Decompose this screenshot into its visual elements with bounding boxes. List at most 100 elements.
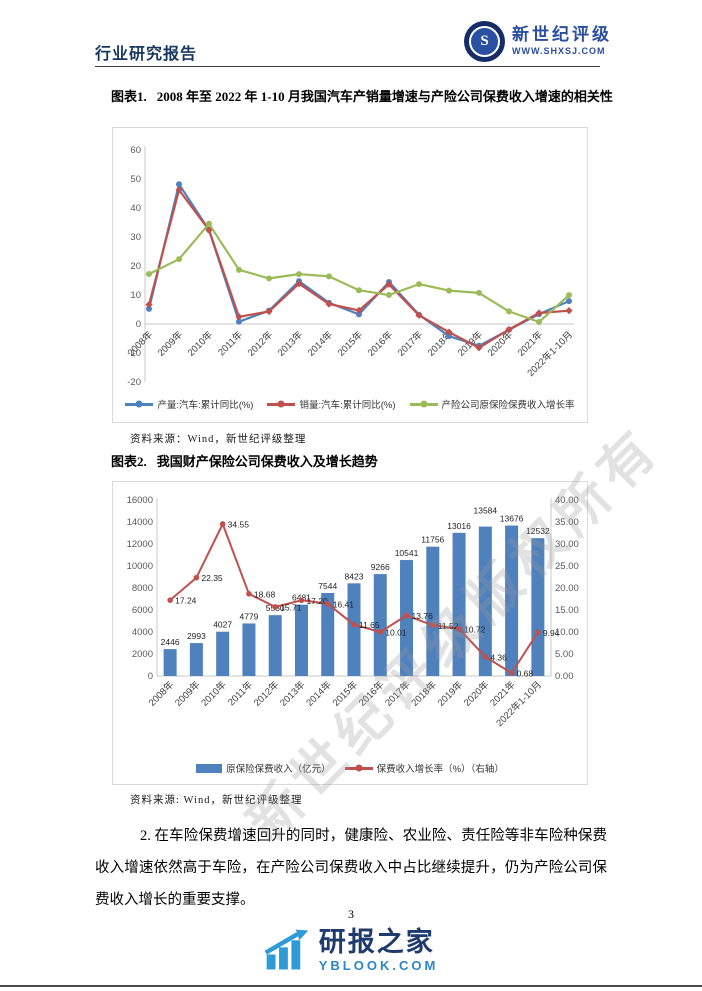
figure2-legend-item-1: 保费收入增长率（%）（右轴）	[344, 761, 504, 775]
svg-text:9.94: 9.94	[543, 628, 560, 638]
figure1-label: 图表1.	[111, 89, 147, 104]
svg-text:0: 0	[148, 671, 153, 682]
svg-text:12000: 12000	[127, 539, 153, 550]
svg-text:34.55: 34.55	[228, 519, 250, 529]
figure1-caption: 图表1. 2008 年至 2022 年 1-10 月我国汽车产销量增速与产险公司保…	[111, 86, 625, 109]
body-paragraph: 2. 在车险保费增速回升的同时，健康险、农业险、责任险等非车险种保费收入增速依然…	[95, 828, 607, 908]
figure2-chart-canvas: 0 2000 4000 6000 8000 10000 12000 14000 16000 0.0…	[127, 495, 579, 729]
svg-text:2011年: 2011年	[215, 328, 245, 358]
svg-text:8423: 8423	[345, 571, 364, 581]
svg-text:2020年: 2020年	[485, 328, 516, 359]
header-divider	[95, 66, 600, 67]
svg-text:18.68: 18.68	[254, 589, 276, 599]
chart1-series-1	[145, 186, 573, 352]
svg-text:17.20: 17.20	[306, 596, 328, 606]
company-url: WWW.SHXSJ.COM	[512, 45, 606, 56]
svg-text:11.52: 11.52	[438, 621, 459, 631]
svg-text:20.00: 20.00	[555, 583, 579, 594]
svg-text:2012年: 2012年	[251, 678, 282, 709]
svg-text:2009年: 2009年	[172, 678, 203, 709]
legend-line-swatch	[125, 400, 154, 408]
svg-text:2013年: 2013年	[277, 678, 308, 709]
company-logo-text: 新世纪评级 WWW.SHXSJ.COM	[512, 26, 612, 57]
svg-text:2014年: 2014年	[304, 678, 335, 709]
footer-logo: 研报之家 YBLOOK.COM	[0, 928, 702, 973]
svg-text:0: 0	[136, 319, 141, 330]
svg-text:4027: 4027	[213, 620, 232, 630]
svg-text:16.41: 16.41	[333, 599, 355, 609]
svg-text:2020年: 2020年	[461, 678, 492, 709]
svg-text:2008年: 2008年	[146, 678, 177, 709]
svg-text:2014年: 2014年	[305, 328, 336, 359]
svg-text:10000: 10000	[127, 561, 153, 572]
svg-text:12532: 12532	[526, 526, 550, 536]
svg-text:15.00: 15.00	[555, 605, 579, 616]
footer-divider	[0, 985, 702, 987]
svg-text:13584: 13584	[474, 506, 498, 516]
svg-text:40: 40	[130, 203, 141, 214]
svg-text:6000: 6000	[132, 605, 153, 616]
company-seal-icon: S	[464, 21, 505, 62]
figure2-source: 资料来源: Wind，新世纪评级整理	[130, 795, 303, 806]
legend-label: 产量:汽车:累计同比(%)	[157, 400, 254, 411]
figure1-source: 资料来源：Wind，新世纪评级整理	[130, 434, 307, 445]
svg-text:2012年: 2012年	[245, 328, 276, 359]
svg-text:4000: 4000	[132, 627, 153, 638]
svg-text:11.65: 11.65	[359, 620, 380, 630]
svg-text:2016年: 2016年	[356, 678, 387, 709]
chart2-line: 17.24 22.35 34.55 18.68 15.71 17.20 16.41 11.65…	[167, 519, 560, 679]
footer-logo-name: 研报之家	[318, 927, 435, 957]
svg-text:13.76: 13.76	[412, 611, 434, 621]
svg-text:2013年: 2013年	[275, 328, 306, 359]
footer-logo-url: YBLOOK.COM	[318, 958, 439, 974]
svg-text:-20: -20	[127, 377, 141, 388]
svg-text:22.35: 22.35	[201, 573, 223, 583]
figure1-legend-item-0: 产量:汽车:累计同比(%)	[125, 397, 253, 411]
svg-text:0.68: 0.68	[517, 669, 534, 679]
figure1-legend-item-1: 销量:汽车:累计同比(%)	[267, 397, 396, 411]
svg-text:2017年: 2017年	[383, 678, 414, 709]
figure2-legend: 原保险保费收入（亿元） 保费收入增长率（%）（右轴）	[119, 761, 581, 775]
footer-chart-arrow-icon	[264, 930, 308, 970]
svg-text:60: 60	[130, 145, 141, 156]
svg-text:13016: 13016	[447, 521, 471, 531]
svg-text:2000: 2000	[132, 649, 153, 660]
svg-text:8000: 8000	[132, 583, 153, 594]
figure1-title: 2008 年至 2022 年 1-10 月我国汽车产销量增速与产险公司保费收入增…	[156, 89, 613, 104]
svg-text:16000: 16000	[127, 495, 153, 506]
figure2-label: 图表2.	[111, 454, 147, 469]
svg-text:10541: 10541	[395, 548, 419, 558]
svg-text:25.00: 25.00	[555, 561, 579, 572]
page-number: 3	[348, 907, 354, 921]
svg-text:2017年: 2017年	[395, 328, 426, 359]
svg-text:13676: 13676	[500, 514, 524, 524]
legend-line-swatch	[409, 400, 438, 408]
svg-text:20: 20	[130, 261, 141, 272]
figure2-caption: 图表2. 我国财产保险公司保费收入及增长趋势	[111, 451, 625, 474]
seal-monogram: S	[469, 26, 500, 57]
figure1-legend-item-2: 产险公司原保险保费收入增长率	[409, 397, 575, 411]
svg-text:2022年1-10月: 2022年1-10月	[494, 679, 544, 729]
svg-text:5.00: 5.00	[555, 649, 574, 660]
svg-text:2446: 2446	[161, 637, 180, 647]
svg-text:40.00: 40.00	[555, 495, 579, 506]
svg-text:2019年: 2019年	[435, 678, 466, 709]
company-name: 新世纪评级	[512, 25, 612, 45]
svg-text:2009年: 2009年	[155, 328, 186, 359]
svg-text:2021年: 2021年	[515, 328, 546, 359]
svg-text:4.36: 4.36	[490, 652, 507, 662]
legend-line-swatch	[344, 764, 373, 772]
svg-text:9266: 9266	[371, 562, 390, 572]
svg-text:7544: 7544	[318, 581, 337, 591]
report-type-label: 行业研究报告	[95, 46, 198, 63]
chart1-series-2	[146, 220, 572, 326]
legend-label: 产险公司原保险保费收入增长率	[441, 400, 575, 411]
figure2-legend-item-0: 原保险保费收入（亿元）	[196, 761, 331, 775]
chart2-bars: 2446299340274779553064817544842392661054…	[161, 506, 550, 676]
legend-line-swatch	[267, 400, 296, 408]
svg-text:2018年: 2018年	[409, 678, 440, 709]
svg-text:10.72: 10.72	[464, 624, 486, 634]
legend-label: 原保险保费收入（亿元）	[226, 764, 331, 775]
svg-text:-10: -10	[127, 348, 141, 359]
